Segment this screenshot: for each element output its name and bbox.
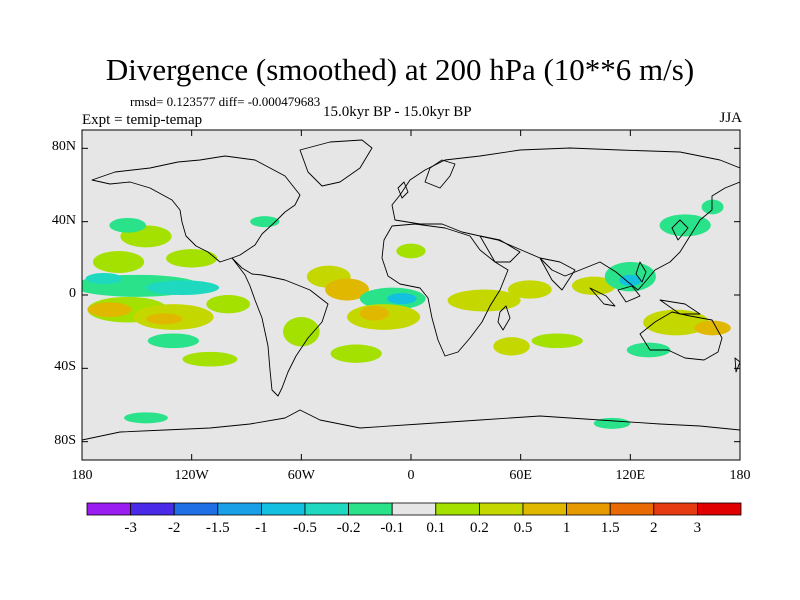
data-region-19 <box>359 306 390 321</box>
coastline-india <box>539 257 576 291</box>
colorbar-swatch-12 <box>609 502 655 516</box>
data-region-22 <box>571 276 616 296</box>
y-tick-label: 80N <box>51 139 76 155</box>
data-region-6 <box>87 302 132 317</box>
coastline-eurasia <box>391 147 740 291</box>
coastline-philippines <box>635 261 647 283</box>
colorbar-label: -0.1 <box>380 520 405 536</box>
colorbar-label: 1 <box>562 520 571 536</box>
data-region-3 <box>92 251 145 273</box>
colorbar <box>86 502 742 516</box>
coastline-newzealand <box>734 357 740 373</box>
x-tick-label: 60W <box>287 468 315 483</box>
coastline-layer <box>82 139 740 441</box>
period-label: 15.0kyr BP - 15.0kyr BP <box>323 104 472 120</box>
data-region-2 <box>85 273 123 284</box>
colorbar-swatch-3 <box>217 502 262 516</box>
data-region-37 <box>593 417 631 429</box>
colorbar-swatch-4 <box>260 502 306 516</box>
data-region-1 <box>145 280 220 295</box>
colorbar-label: 0.1 <box>426 520 446 536</box>
data-region-31 <box>626 342 671 358</box>
data-region-14 <box>325 278 369 301</box>
coastline-newguinea <box>659 299 701 315</box>
x-tick-label: 120W <box>174 468 209 483</box>
colorbar-label: 0.5 <box>513 520 533 536</box>
colorbar-label: 0.2 <box>470 520 489 536</box>
colorbar-swatch-10 <box>522 502 567 516</box>
x-tick-label: 180 <box>71 468 93 483</box>
data-region-4 <box>166 249 218 268</box>
coastline-greenland <box>299 139 373 187</box>
chart-title: Divergence (smoothed) at 200 hPa (10**6 … <box>105 52 695 87</box>
y-tick-label: 80S <box>54 432 76 448</box>
coastline-japan <box>671 219 689 241</box>
x-tick-label: 0 <box>407 468 415 483</box>
data-region-30 <box>531 333 583 349</box>
data-region-21 <box>507 280 552 299</box>
colorbar-swatch-9 <box>478 502 524 516</box>
colorbar-swatch-13 <box>653 502 698 516</box>
data-region-20 <box>447 289 521 312</box>
coastline-north-america <box>91 155 301 263</box>
colorbar-label: 1.5 <box>600 520 620 536</box>
data-region-15 <box>283 317 320 347</box>
colorbar-swatch-1 <box>130 502 175 516</box>
coastline-sumatra <box>589 287 616 307</box>
data-region-34 <box>396 243 426 259</box>
data-region-32 <box>182 351 238 367</box>
coastline-south-america <box>231 257 329 397</box>
y-tick-label: 40N <box>51 212 76 228</box>
data-region-17 <box>387 293 417 305</box>
colorbar-swatch-6 <box>348 502 393 516</box>
coastline-australia <box>639 311 723 361</box>
x-tick-label: 120E <box>615 468 646 483</box>
coastline-africa <box>381 223 509 357</box>
coastline-scandinavia <box>424 159 456 189</box>
data-region-24 <box>619 274 642 286</box>
data-region-26 <box>694 320 731 336</box>
coastline-antarctica <box>82 409 740 441</box>
colorbar-label: -0.2 <box>336 520 361 536</box>
colorbar-swatch-5 <box>304 502 349 516</box>
colorbar-label: -3 <box>124 520 137 536</box>
experiment-label: Expt = temip-temap <box>82 112 203 128</box>
colorbar-label: -1 <box>255 520 268 536</box>
data-region-33 <box>330 344 382 363</box>
data-region-29 <box>493 337 530 356</box>
colorbar-swatch-2 <box>173 502 219 516</box>
data-region-11 <box>109 218 146 233</box>
colorbar-label: 2 <box>650 520 658 536</box>
colorbar-swatch-11 <box>566 502 611 516</box>
colorbar-swatch-7 <box>391 502 437 516</box>
x-tick-label: 180 <box>729 468 751 483</box>
data-field-layer <box>82 199 731 429</box>
colorbar-swatch-8 <box>435 502 480 516</box>
season-label: JJA <box>719 110 742 126</box>
data-region-12 <box>147 333 199 349</box>
data-region-8 <box>145 313 183 325</box>
coastline-arabia <box>479 235 521 263</box>
colorbar-label: -0.5 <box>293 520 317 536</box>
axis-ticks <box>81 130 741 460</box>
colorbar-swatch-0 <box>86 502 131 516</box>
colorbar-label: -2 <box>167 520 181 536</box>
data-region-36 <box>124 412 168 424</box>
coastline-borneo <box>617 285 641 303</box>
coastline-britain <box>397 181 409 199</box>
colorbar-label: -1.5 <box>205 520 230 536</box>
colorbar-swatch-14 <box>697 502 742 516</box>
x-tick-label: 60E <box>509 468 532 483</box>
y-tick-label: 0 <box>69 286 76 301</box>
coastline-madagascar <box>497 305 511 331</box>
data-region-9 <box>206 295 251 314</box>
stats-line: rmsd= 0.123577 diff= -0.000479683 <box>130 94 321 109</box>
data-region-28 <box>701 199 724 215</box>
y-tick-label: 40S <box>54 359 76 375</box>
colorbar-label: 3 <box>693 520 702 536</box>
